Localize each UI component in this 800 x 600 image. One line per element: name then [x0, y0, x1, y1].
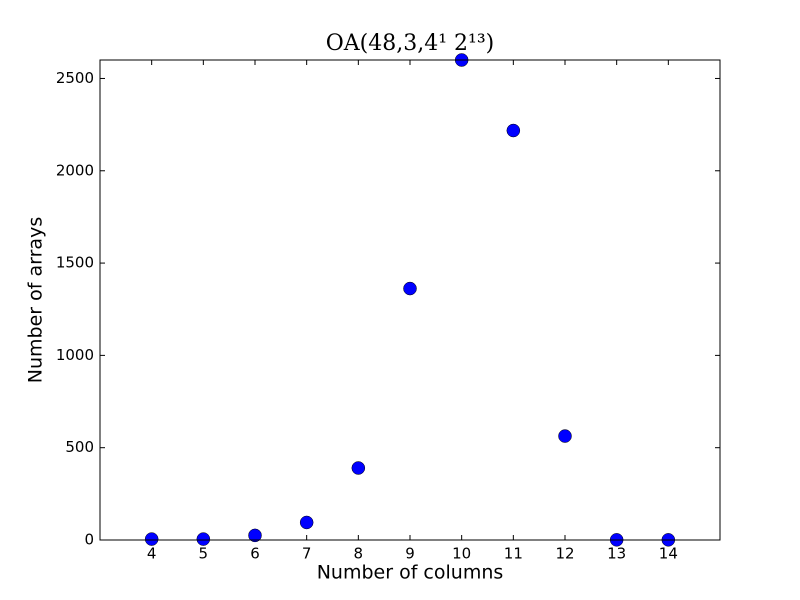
- scatter-point: [299, 515, 314, 530]
- scatter-point: [248, 528, 262, 543]
- x-tick-label: 10: [452, 545, 471, 563]
- plot-frame: [99, 59, 721, 541]
- y-tick-label: 2000: [56, 161, 94, 179]
- y-tick-label: 1500: [56, 254, 94, 272]
- x-tick-label: 4: [147, 545, 157, 563]
- x-tick-label: 12: [555, 545, 574, 563]
- scatter-point: [196, 532, 211, 546]
- y-axis-label: Number of arrays: [25, 217, 47, 383]
- x-tick-label: 6: [250, 545, 260, 563]
- scatter-point: [351, 461, 366, 475]
- scatter-point: [506, 123, 521, 138]
- x-axis-label: Number of columns: [317, 562, 504, 584]
- scatter-point: [403, 281, 417, 296]
- scatter-point: [558, 429, 572, 443]
- x-tick-label: 9: [405, 545, 415, 563]
- y-tick-label: 0: [84, 531, 94, 549]
- scatter-point: [144, 532, 159, 546]
- x-tick-label: 14: [659, 545, 678, 563]
- y-tick-label: 500: [65, 438, 94, 456]
- y-tick-label: 2500: [56, 69, 94, 87]
- y-tick-label: 1000: [56, 346, 94, 364]
- chart-title: OA(48,3,4¹ 2¹³): [326, 31, 495, 56]
- x-tick-label: 7: [302, 545, 312, 563]
- x-tick-label: 8: [354, 545, 364, 563]
- x-tick-label: 13: [607, 545, 626, 563]
- x-tick-label: 5: [199, 545, 209, 563]
- x-tick-label: 11: [504, 545, 523, 563]
